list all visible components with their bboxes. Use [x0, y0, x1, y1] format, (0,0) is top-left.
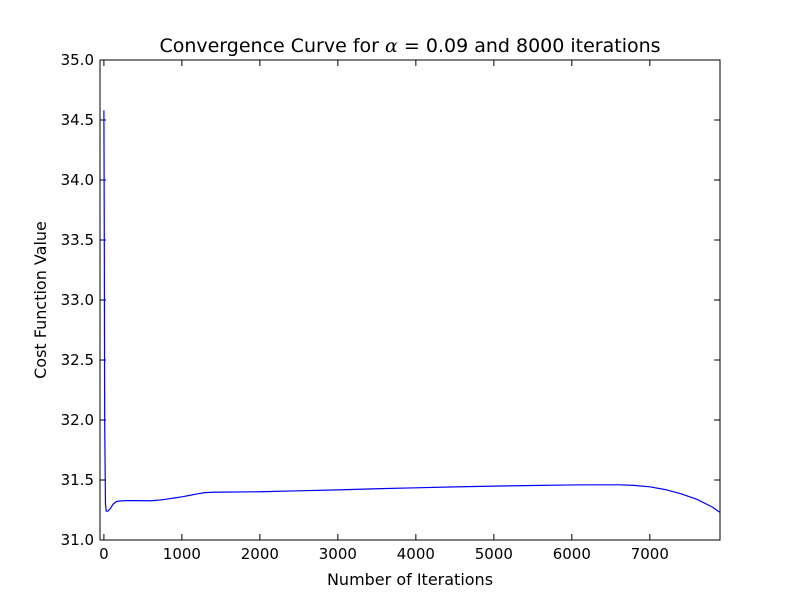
y-tick-label: 35.0 — [61, 51, 94, 69]
y-tick-label: 33.5 — [61, 231, 94, 249]
y-tick-label: 33.0 — [61, 291, 94, 309]
x-tick-label: 3000 — [319, 545, 357, 563]
x-tick-label: 5000 — [475, 545, 513, 563]
y-axis-label: Cost Function Value — [31, 221, 50, 379]
y-tick-label: 32.0 — [61, 411, 94, 429]
x-tick-label: 6000 — [553, 545, 591, 563]
x-tick-label: 4000 — [397, 545, 435, 563]
y-tick-label: 32.5 — [61, 351, 94, 369]
x-tick-label: 7000 — [631, 545, 669, 563]
y-tick-label: 34.0 — [61, 171, 94, 189]
x-tick-label: 0 — [99, 545, 109, 563]
ticks-layer: 0 1000 2000 3000 4000 5000 6000 7000 31.0 31.5 32.… — [61, 51, 720, 563]
x-tick-label: 2000 — [241, 545, 279, 563]
y-tick-label: 34.5 — [61, 111, 94, 129]
y-tick-label: 31.5 — [61, 471, 94, 489]
x-tick-label: 1000 — [163, 545, 201, 563]
line-layer — [103, 110, 721, 513]
x-axis-label: Number of Iterations — [327, 570, 493, 589]
chart-title: Convergence Curve for α = 0.09 and 8000 … — [159, 35, 660, 57]
cost-series-line — [103, 110, 721, 513]
plot-area-frame — [99, 59, 721, 541]
y-tick-label: 31.0 — [61, 531, 94, 549]
